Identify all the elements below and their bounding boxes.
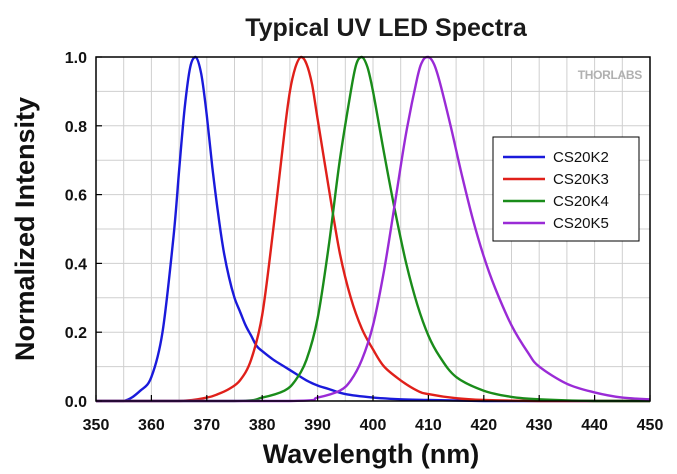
legend: CS20K2 CS20K3 CS20K4 CS20K5 (492, 136, 640, 242)
legend-label-cs20k5: CS20K5 (553, 215, 609, 232)
x-tick-label: 410 (415, 417, 442, 434)
y-tick-label: 0.4 (65, 256, 87, 273)
y-tick-label: 0.6 (65, 188, 87, 205)
x-tick-label: 350 (83, 417, 110, 434)
x-tick-label: 360 (138, 417, 165, 434)
y-tick-label: 0.8 (65, 119, 87, 136)
x-tick-label: 440 (581, 417, 608, 434)
y-tick-label: 0.2 (65, 325, 87, 342)
thorlabs-watermark: THORLABS (578, 68, 643, 82)
legend-label-cs20k3: CS20K3 (553, 171, 609, 188)
x-tick-label: 390 (304, 417, 331, 434)
chart-title: Typical UV LED Spectra (245, 14, 528, 42)
x-tick-label: 400 (360, 417, 387, 434)
series-line-cs20k2 (96, 55, 650, 403)
legend-label-cs20k2: CS20K2 (553, 149, 609, 166)
y-tick-label: 1.0 (65, 50, 87, 67)
x-tick-label: 370 (193, 417, 220, 434)
y-tick-label: 0.0 (65, 394, 87, 411)
x-tick-label: 430 (526, 417, 553, 434)
series-line-cs20k3 (96, 55, 650, 403)
legend-label-cs20k4: CS20K4 (553, 193, 609, 210)
y-axis-label: Normalized Intensity (10, 97, 40, 361)
series-line-cs20k5 (96, 55, 651, 403)
x-axis-label: Wavelength (nm) (263, 439, 480, 469)
x-tick-label: 420 (470, 417, 497, 434)
y-axis-ticks: 0.0 0.2 0.4 0.6 0.8 1.0 (65, 50, 102, 411)
x-tick-label: 380 (249, 417, 276, 434)
x-axis-ticks: 350 360 370 380 390 400 410 420 430 440 450 (83, 395, 664, 434)
x-tick-label: 450 (637, 417, 664, 434)
series-lines (96, 55, 651, 403)
series-line-cs20k4 (96, 55, 650, 403)
